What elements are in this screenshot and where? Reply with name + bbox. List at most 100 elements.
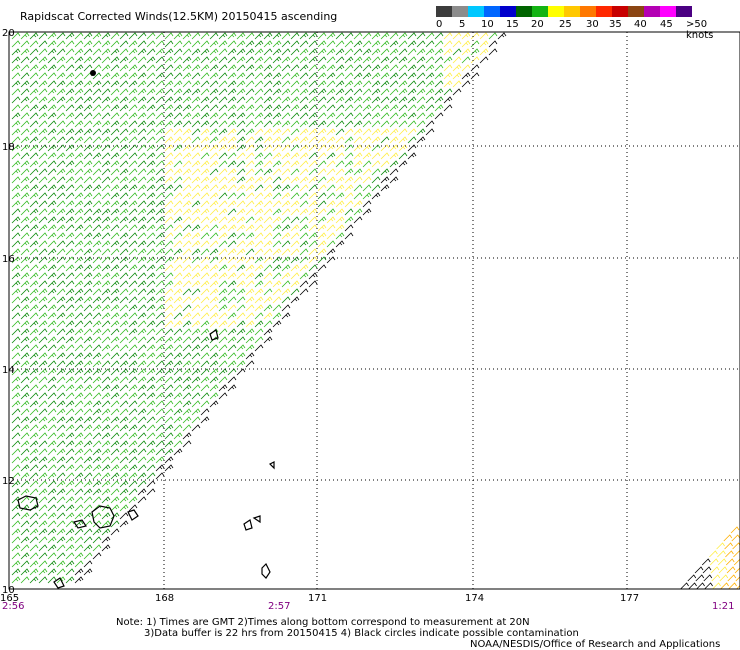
wind-barb <box>245 264 255 272</box>
wind-barb <box>137 240 147 248</box>
wind-barb <box>128 144 138 152</box>
wind-barb <box>299 48 309 56</box>
wind-barb <box>74 112 84 120</box>
island-outline <box>209 329 219 341</box>
wind-barb <box>56 152 66 160</box>
wind-barb <box>308 72 318 80</box>
wind-barb <box>218 336 228 344</box>
wind-barb <box>317 56 327 64</box>
wind-barb <box>173 304 183 312</box>
wind-barb <box>101 352 111 360</box>
wind-barb <box>716 542 725 550</box>
wind-barb <box>155 224 165 232</box>
wind-barb <box>389 160 399 168</box>
wind-barb <box>128 88 138 96</box>
wind-barb <box>29 40 39 48</box>
wind-barb <box>254 264 264 272</box>
wind-barb <box>245 56 255 64</box>
wind-barb <box>398 48 408 56</box>
wind-barb <box>83 352 93 360</box>
wind-barb <box>344 192 354 200</box>
wind-barb <box>290 40 300 48</box>
wind-barb <box>29 264 39 272</box>
wind-barb <box>92 176 102 184</box>
wind-barb <box>20 496 30 504</box>
wind-barb <box>227 224 237 232</box>
latitude-label: 18 <box>2 142 15 153</box>
wind-barb <box>173 176 183 184</box>
wind-barb <box>371 96 381 104</box>
wind-barb <box>56 88 66 96</box>
wind-barb <box>56 184 66 192</box>
wind-barb <box>254 320 264 328</box>
wind-barb <box>155 368 165 376</box>
wind-barb <box>65 288 75 296</box>
wind-barb <box>38 296 48 304</box>
wind-barb <box>470 48 480 56</box>
wind-barb <box>317 256 327 264</box>
wind-barb <box>182 240 192 248</box>
wind-barb <box>290 192 300 200</box>
wind-barb <box>191 120 201 128</box>
wind-barb <box>20 368 30 376</box>
wind-barb <box>20 424 30 432</box>
wind-barb <box>128 200 138 208</box>
wind-barb <box>272 216 282 224</box>
wind-barb <box>164 128 174 136</box>
wind-barb <box>92 360 102 368</box>
wind-barb <box>389 32 399 40</box>
wind-barb <box>335 152 345 160</box>
wind-barb <box>38 336 48 344</box>
wind-barb <box>209 64 219 72</box>
wind-barb <box>254 288 264 296</box>
wind-barb <box>191 248 201 256</box>
wind-barb <box>101 384 111 392</box>
wind-barb <box>362 48 372 56</box>
wind-barb <box>47 224 57 232</box>
wind-barb <box>137 408 147 416</box>
wind-barb <box>236 104 246 112</box>
wind-barb <box>29 248 39 256</box>
wind-barb <box>200 224 210 232</box>
wind-barb <box>344 64 354 72</box>
wind-barb <box>155 120 165 128</box>
wind-barb <box>128 40 138 48</box>
latitude-label: 10 <box>2 585 15 596</box>
wind-barb <box>101 272 111 280</box>
wind-barb <box>110 256 120 264</box>
wind-barb <box>128 192 138 200</box>
wind-barb <box>470 32 480 40</box>
wind-barb <box>110 248 120 256</box>
wind-barb <box>47 104 57 112</box>
wind-barb <box>407 64 417 72</box>
wind-barb <box>47 512 57 520</box>
wind-barb <box>38 152 48 160</box>
wind-barb <box>83 432 93 440</box>
wind-barb <box>47 304 57 312</box>
legend-swatch <box>516 6 532 17</box>
wind-barb <box>56 232 66 240</box>
wind-barb <box>29 432 39 440</box>
wind-barb <box>299 120 309 128</box>
wind-barb <box>263 72 273 80</box>
wind-barb <box>20 536 30 544</box>
wind-barb <box>56 376 66 384</box>
wind-barb <box>317 176 327 184</box>
wind-barb <box>719 574 729 582</box>
wind-barb <box>191 392 201 400</box>
wind-barb <box>326 72 336 80</box>
wind-barb <box>101 40 111 48</box>
wind-barb <box>56 560 66 568</box>
wind-barb <box>155 408 165 416</box>
wind-barb <box>20 208 30 216</box>
wind-barb <box>47 184 57 192</box>
legend-swatch <box>532 6 548 17</box>
wind-barb <box>119 96 129 104</box>
wind-barb <box>371 176 381 184</box>
wind-barb <box>200 320 210 328</box>
wind-barb <box>326 200 336 208</box>
wind-barb <box>92 48 102 56</box>
time-middle: 2:57 <box>268 601 291 612</box>
wind-barb <box>119 216 129 224</box>
wind-barb <box>236 240 246 248</box>
